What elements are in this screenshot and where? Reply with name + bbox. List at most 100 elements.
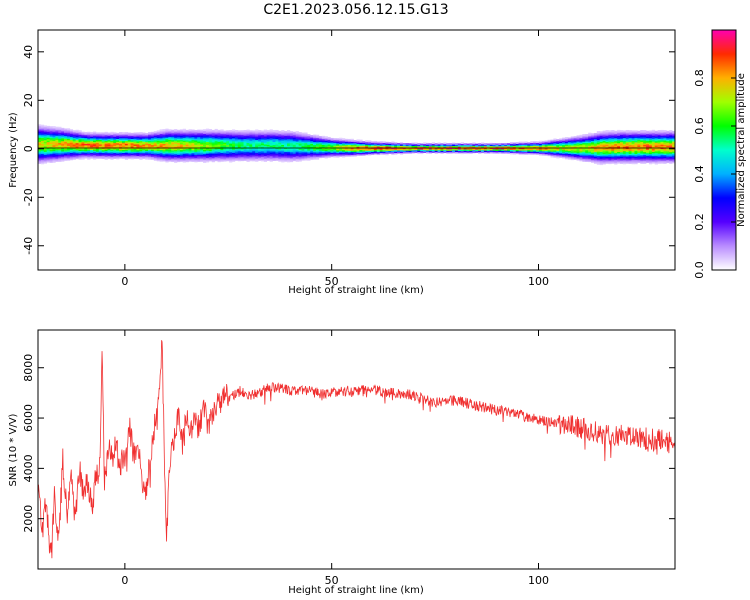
spectrogram-cell xyxy=(243,141,247,144)
spectrogram-cell xyxy=(191,129,195,132)
spectrogram-cell xyxy=(576,142,580,145)
spectrogram-cell xyxy=(185,150,189,152)
spectrogram-cell xyxy=(298,145,302,148)
spectrogram-cell xyxy=(113,136,117,139)
spectrogram-cell xyxy=(292,150,296,153)
spectrogram-cell xyxy=(258,144,262,147)
spectrogram-cell xyxy=(69,143,74,146)
spectrogram-cell xyxy=(232,145,236,148)
spectrogram-cell xyxy=(388,147,392,150)
spectrogram-cell xyxy=(443,149,447,152)
spectrogram-cell xyxy=(556,145,560,147)
spectrogram-cell xyxy=(101,152,105,155)
spectrogram-cell xyxy=(205,130,210,132)
spectrogram-cell xyxy=(75,154,79,157)
spectrogram-cell xyxy=(547,139,551,142)
spectrogram-cell xyxy=(162,130,166,133)
spectrogram-cell xyxy=(110,152,114,154)
spectrogram-cell xyxy=(339,150,343,153)
spectrogram-cell xyxy=(562,140,566,143)
spectrogram-cell xyxy=(637,149,641,152)
spectrogram-cell xyxy=(660,157,664,160)
spectrogram-cell xyxy=(631,137,635,140)
spectrogram-cell xyxy=(344,149,349,151)
spectrogram-cell xyxy=(55,149,59,152)
spectrogram-cell xyxy=(58,145,62,148)
spectrogram-cell xyxy=(72,147,76,150)
spectrogram-cell xyxy=(307,148,311,151)
spectrogram-cell xyxy=(599,163,603,166)
spectrogram-cell xyxy=(423,143,427,146)
spectrogram-cell xyxy=(52,139,56,141)
spectrogram-cell xyxy=(324,156,328,159)
spectrogram-cell xyxy=(521,151,525,154)
spectrogram-cell xyxy=(240,143,244,146)
spectrogram-cell xyxy=(301,135,305,138)
spectrogram-cell xyxy=(258,143,262,145)
spectrogram-cell xyxy=(443,151,447,154)
spectrogram-cell xyxy=(550,148,554,151)
spectrogram-cell xyxy=(611,134,615,137)
spectrogram-cell xyxy=(232,149,236,152)
spectrogram-cell xyxy=(272,130,276,132)
spectrogram-cell xyxy=(605,131,609,134)
spectrogram-cell xyxy=(243,138,247,141)
spectrogram-cell xyxy=(495,152,499,154)
spectrogram-cell xyxy=(258,137,262,140)
spectrogram-cell xyxy=(567,152,572,154)
spectrogram-cell xyxy=(643,153,647,156)
spectrogram-cell xyxy=(46,143,50,146)
spectrogram-cell xyxy=(185,129,189,132)
spectrogram-cell xyxy=(628,136,632,138)
spectrogram-cell xyxy=(666,140,670,143)
spectrogram-cell xyxy=(211,134,215,137)
spectrogram-cell xyxy=(579,143,583,146)
spectrogram-cell xyxy=(559,154,563,157)
spectrogram-cell xyxy=(399,149,404,152)
spectrogram-cell xyxy=(269,145,273,148)
spectrogram-cell xyxy=(81,133,85,135)
spectrogram-cell xyxy=(203,135,207,137)
spectrogram-cell xyxy=(168,154,172,156)
spectrogram-cell xyxy=(370,150,375,152)
spectrogram-cell xyxy=(382,144,386,146)
spectrogram-cell xyxy=(307,143,311,145)
spectrogram-cell xyxy=(373,152,378,155)
spectrogram-cell xyxy=(287,143,291,145)
spectrogram-cell xyxy=(174,143,178,146)
spectrogram-cell xyxy=(243,134,247,137)
spectrogram-cell xyxy=(229,146,233,148)
spectrogram-cell xyxy=(179,141,184,143)
spectrogram-cell xyxy=(223,156,227,159)
spectrogram-cell xyxy=(217,141,221,144)
spectrogram-cell xyxy=(318,140,323,143)
spectrogram-cell xyxy=(370,153,375,155)
spectrogram-cell xyxy=(116,153,120,155)
spectrogram-cell xyxy=(246,154,250,157)
spectrogram-cell xyxy=(252,158,256,160)
y-tick-label: 0 xyxy=(22,145,35,152)
spectrogram-cell xyxy=(260,155,265,157)
spectrogram-cell xyxy=(347,138,352,141)
spectrogram-cell xyxy=(648,131,653,134)
spectrogram-cell xyxy=(249,142,253,144)
spectrogram-cell xyxy=(127,155,131,158)
spectrogram-cell xyxy=(179,138,184,140)
spectrogram-cell xyxy=(130,156,134,158)
spectrogram-cell xyxy=(585,144,589,146)
spectrogram-cell xyxy=(260,159,265,162)
spectrogram-cell xyxy=(90,133,94,136)
spectrogram-cell xyxy=(46,154,50,157)
spectrogram-cell xyxy=(391,146,395,148)
spectrogram-cell xyxy=(93,154,97,157)
spectrogram-cell xyxy=(260,131,265,134)
spectrogram-cell xyxy=(570,140,574,143)
spectrogram-cell xyxy=(501,149,505,151)
spectrogram-cell xyxy=(417,143,421,145)
spectrogram-cell xyxy=(145,136,149,138)
spectrogram-cell xyxy=(359,143,363,146)
spectrogram-cell xyxy=(472,148,476,151)
spectrogram-cell xyxy=(66,157,71,160)
spectrogram-cell xyxy=(298,158,302,161)
spectrogram-cell xyxy=(284,148,288,151)
